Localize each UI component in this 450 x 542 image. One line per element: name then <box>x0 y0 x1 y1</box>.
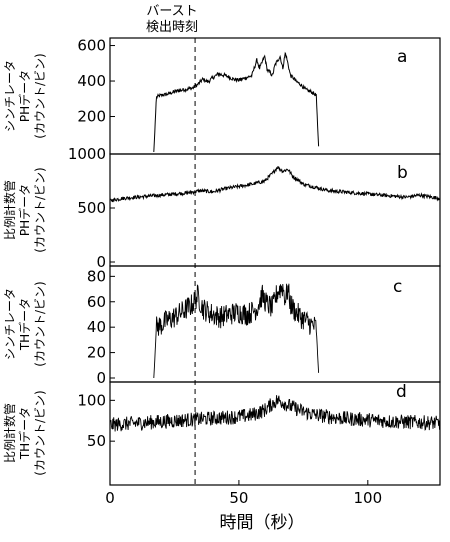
panel-c-line <box>153 283 320 379</box>
panel-b-ytick-label: 1000 <box>68 145 106 163</box>
panel-a-ytick-label: 200 <box>77 108 106 126</box>
panel-letter-c: c <box>393 277 402 297</box>
panel-d-line <box>109 395 441 432</box>
x-tick-label: 50 <box>229 489 248 507</box>
panel-d-ylabel-line2: THデータ <box>17 407 32 460</box>
panel-c-ytick-label: 80 <box>87 267 106 285</box>
panel-c-ylabel: シンチレータ THデータ (カウント/ビン) <box>3 281 47 366</box>
panel-d-ytick-label: 100 <box>77 391 106 409</box>
panel-c-ylabel-line3: (カウント/ビン) <box>33 281 47 366</box>
panel-c-ylabel-line1: シンチレータ <box>3 288 17 360</box>
panel-b-ylabel-line2: PHデータ <box>17 184 32 236</box>
panel-b-ytick-label: 500 <box>77 199 106 217</box>
panel-d-ylabel-line3: (カウント/ビン) <box>33 390 47 475</box>
panel-c-ytick-label: 20 <box>87 344 106 362</box>
panel-c-ytick-label: 40 <box>87 318 106 336</box>
panel-a-line <box>153 51 320 153</box>
panel-b-line <box>109 166 441 203</box>
panel-a-ylabel-line3: (カウント/ビン) <box>33 53 47 138</box>
burst-label-line1: バースト <box>146 4 197 19</box>
panel-letter-b: b <box>397 163 408 183</box>
y-tick-labels: 200 400 600 0 500 1000 0 20 40 60 80 50 100 <box>68 37 115 450</box>
panel-b-series <box>109 166 441 203</box>
panel-c-ytick-label: 0 <box>96 369 106 387</box>
panel-b-ylabel-line1: 比例計数管 <box>2 180 17 240</box>
panel-d-frame <box>109 381 441 486</box>
panel-b-ylabel: 比例計数管 PHデータ (カウント/ビン) <box>2 167 47 252</box>
panel-a-ytick-label: 600 <box>77 37 106 55</box>
panel-a-ytick-label: 400 <box>77 72 106 90</box>
panel-a-ylabel: シンチレータ PHデータ (カウント/ビン) <box>3 53 47 138</box>
panel-a-ylabel-line2: PHデータ <box>17 70 32 122</box>
panel-d-ytick-label: 50 <box>87 432 106 450</box>
panel-b-ytick-label: 0 <box>96 253 106 271</box>
panel-a-ylabel-line1: シンチレータ <box>3 60 17 132</box>
panel-c-series <box>153 283 320 379</box>
panel-d-series <box>109 395 441 432</box>
panel-c-ytick-label: 60 <box>87 293 106 311</box>
panel-letter-d: d <box>396 382 407 402</box>
x-axis-ticks: 0 50 100 <box>105 480 382 507</box>
x-tick-label: 0 <box>105 489 115 507</box>
x-axis-label: 時間（秒） <box>220 513 305 533</box>
panel-b-ylabel-line3: (カウント/ビン) <box>33 167 47 252</box>
panel-d-ylabel: 比例計数管 THデータ (カウント/ビン) <box>2 390 47 475</box>
burst-label-line2: 検出時刻 <box>146 20 198 35</box>
panel-a-series <box>153 51 320 153</box>
x-tick-label: 100 <box>353 489 382 507</box>
panel-letter-a: a <box>397 47 407 67</box>
panel-c-ylabel-line2: THデータ <box>17 298 32 351</box>
panel-d-ylabel-line1: 比例計数管 <box>2 403 17 463</box>
